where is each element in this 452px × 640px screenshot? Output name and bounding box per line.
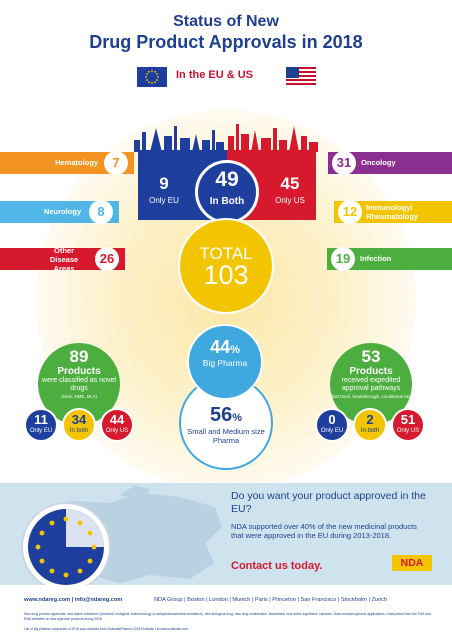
expedited-desc: received expedited approval pathways [341,377,401,392]
approval-overlap-box: 9 Only EU 45 Only US 49 In Both [138,150,316,224]
nda-logo: NDA [392,555,432,571]
eu-only-label: Only EU [149,196,179,205]
expedited-us-only: 51 Only US [391,408,425,442]
area-count: 19 [331,247,355,271]
big-pharma-circle: 44% Big Pharma [187,324,263,400]
area-label: Neurology [43,207,81,216]
area-count: 26 [95,247,119,271]
area-oncology: 31 Oncology [328,151,452,175]
total-circle: TOTAL 103 [178,218,274,314]
area-immunology: 12 Immunology/ Rheumatology [334,200,452,224]
expedited-count: 53 [361,347,381,366]
area-count: 12 [338,200,362,224]
footer-note-definitions: New drug product approvals: new active s… [24,612,431,621]
area-count: 31 [332,151,356,175]
area-other-disease: Other Disease Areas 26 [0,245,125,273]
in-both-label: In Both [209,196,245,207]
label: Only US [396,428,420,434]
expedited-in-both: 2 In both [353,408,387,442]
count: 0 [328,412,336,427]
city-skyline-icon [134,124,318,152]
eu-only-count: 9 [159,174,169,193]
area-label: Infection [360,254,392,263]
big-pharma-label: Big Pharma [202,358,248,368]
small-pharma-label: Small and Medium size Pharma [187,427,265,445]
eu-promo-panel [0,483,452,585]
area-infection: 19 Infection [327,247,452,271]
area-label: Hematology [55,158,98,167]
expedited-products: Products [349,366,393,377]
area-label: Other Disease Areas [49,245,79,273]
label: In both [360,428,380,434]
novel-in-both: 34 In both [62,408,96,442]
title-line-1: Status of New [173,13,279,30]
label: Only EU [29,428,53,434]
expedited-eu-only: 0 Only EU [315,408,349,442]
us-only-count: 45 [280,174,300,193]
label: Only US [105,428,129,434]
count: 34 [71,412,87,427]
in-both-count: 49 [215,168,239,191]
area-count: 7 [104,151,128,175]
novel-count: 89 [69,347,89,366]
footer-offices: NDA Group | Boston | London | Munich | P… [154,597,387,603]
promo-block: Do you want your product approved in the… [231,490,431,572]
promo-body: NDA supported over 40% of the new medici… [231,522,417,540]
area-count: 8 [89,200,113,224]
footer: www.ndareg.com | info@ndareg.com NDA Gro… [0,585,452,640]
subtitle-row: In the EU & US [0,66,452,87]
big-pharma-value: 44% [210,337,240,357]
count: 11 [34,412,48,427]
novel-us-only: 44 Only US [100,408,134,442]
count: 51 [400,412,416,427]
area-label: Oncology [361,158,396,167]
count: 2 [366,412,374,427]
subtitle-text: In the EU & US [176,69,254,81]
page-title: Status of New Drug Product Approvals in … [0,12,452,53]
title-line-2: Drug Product Approvals in 2018 [89,32,363,52]
count: 44 [109,412,125,427]
expedited-sub: (fast track, breakthrough, conditional e… [330,394,412,399]
us-only-label: Only US [275,196,305,205]
us-flag-icon [286,67,316,87]
label: In both [69,428,89,434]
eu-flag-icon [137,67,167,87]
area-neurology: Neurology 8 [0,200,119,224]
small-pharma-value: 56% [209,404,243,426]
total-value: 103 [203,260,249,290]
footer-note-source: List of big pharma companies in 2018 was… [24,627,188,631]
europe-map-icon [21,485,222,585]
label: Only EU [320,428,344,434]
novel-products: Products [57,366,101,377]
novel-eu-only: 11 Only EU [24,408,58,442]
footer-links[interactable]: www.ndareg.com | info@ndareg.com [24,597,123,603]
in-both-circle: 49 In Both [195,160,259,224]
promo-heading: Do you want your product approved in the… [231,490,426,515]
area-hematology: Hematology 7 [0,151,134,175]
novel-desc: were classified as novel drugs [42,377,116,392]
total-label: TOTAL [199,244,253,263]
novel-sub: (NAS, NME, BLA) [61,394,97,399]
contact-us-link[interactable]: Contact us today. [231,560,323,572]
area-label: Immunology/ Rheumatology [366,203,419,221]
